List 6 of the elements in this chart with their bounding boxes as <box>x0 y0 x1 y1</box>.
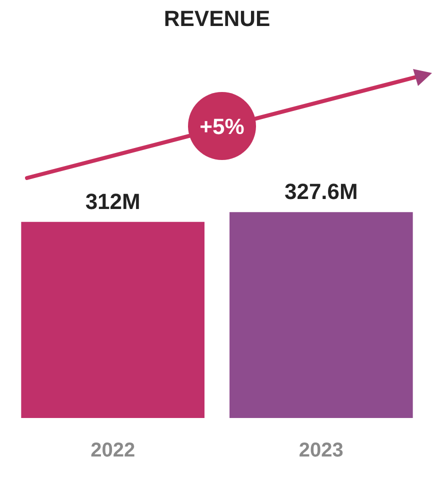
chart-title: REVENUE <box>164 6 270 32</box>
x-tick-label: 2023 <box>298 440 344 462</box>
text: +5% <box>200 114 244 139</box>
x-tick-label: 2022 <box>90 440 136 462</box>
data-label: 312M <box>85 188 140 214</box>
data-label: 327.6M <box>284 179 358 204</box>
